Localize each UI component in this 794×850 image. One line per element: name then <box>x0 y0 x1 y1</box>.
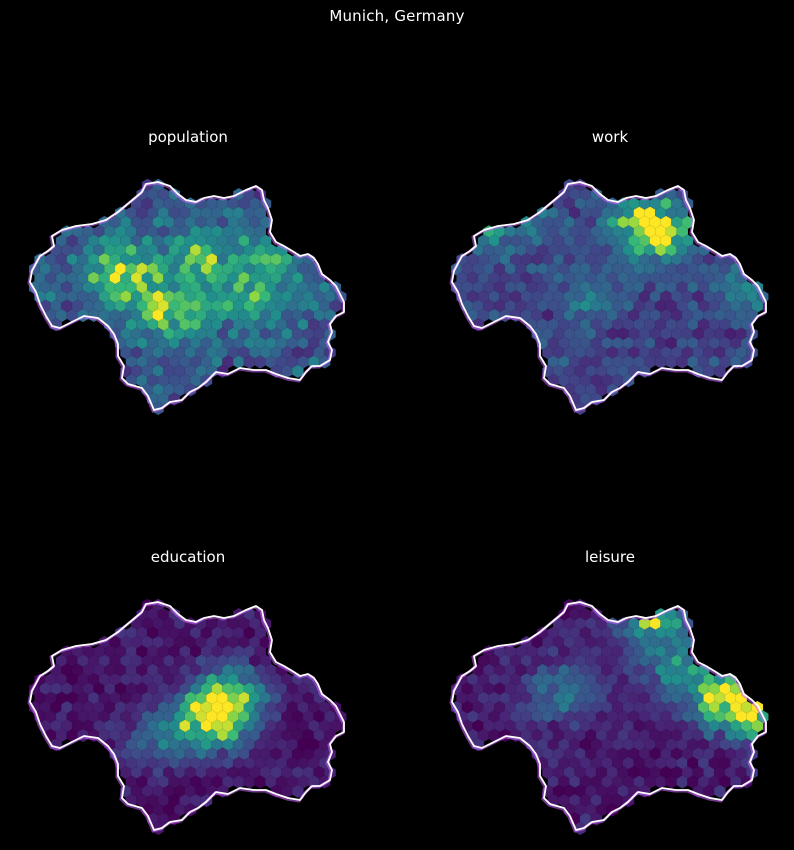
hex-cells <box>450 178 769 416</box>
map-panel-work: work <box>440 128 780 418</box>
hex-cell <box>291 364 304 379</box>
hex-cells <box>28 598 347 836</box>
hex-cell <box>291 784 304 799</box>
panel-title: work <box>591 128 629 146</box>
map-panel-leisure: leisure <box>440 548 780 838</box>
city-boundary <box>451 181 767 411</box>
city-boundary <box>29 601 345 831</box>
map-panel-education: education <box>18 548 358 838</box>
hex-cell <box>713 784 726 799</box>
panel-title: population <box>148 128 228 146</box>
hex-map <box>449 598 769 836</box>
hex-cells <box>450 598 769 836</box>
panel-title: leisure <box>585 548 635 566</box>
city-boundary <box>451 601 767 831</box>
panel-title: education <box>150 548 226 566</box>
city-boundary <box>29 181 345 411</box>
hex-map <box>27 178 347 416</box>
map-panel-population: population <box>18 128 358 418</box>
hex-map <box>27 598 347 836</box>
hex-cell <box>713 364 726 379</box>
hex-map <box>449 178 769 416</box>
figure-title: Munich, Germany <box>329 7 465 25</box>
